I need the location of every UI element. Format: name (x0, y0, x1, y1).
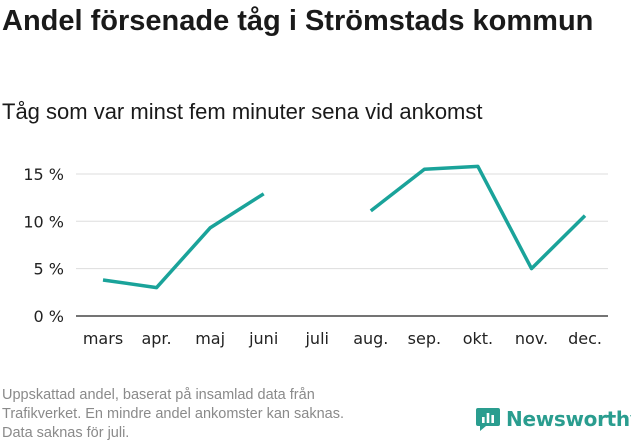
x-tick-label: okt. (463, 329, 493, 348)
x-axis-ticks: mars apr. maj juni juli aug. sep. okt. nov. dec. (83, 329, 602, 348)
x-tick-label: aug. (353, 329, 388, 348)
series-line-segment (102, 192, 265, 290)
x-tick-label: mars (83, 329, 123, 348)
newsworthy-logo-text: Newsworthy (506, 407, 631, 431)
x-tick-label: nov. (515, 329, 548, 348)
chart-title: Andel försenade tåg i Strömstads kommun (2, 5, 594, 37)
x-tick-label: maj (195, 329, 225, 348)
footnote-line: Uppskattad andel, baserat på insamlad da… (2, 387, 315, 403)
line-chart: 0 % 5 % 10 % 15 % mars apr. maj juni juli aug. se… (23, 164, 608, 348)
x-tick-label: juli (304, 329, 328, 348)
y-axis-ticks: 0 % 5 % 10 % 15 % (23, 165, 64, 326)
grid-lines (76, 173, 608, 317)
y-tick-label: 10 % (23, 212, 64, 231)
y-tick-label: 0 % (34, 307, 64, 326)
chart-subtitle: Tåg som var minst fem minuter sena vid a… (2, 99, 483, 124)
newsworthy-logo[interactable]: Newsworthy (476, 406, 631, 432)
footnote-line: Trafikverket. En mindre andel ankomster … (2, 406, 344, 422)
x-tick-label: juni (248, 329, 278, 348)
y-tick-label: 5 % (34, 260, 64, 279)
x-tick-label: dec. (568, 329, 602, 348)
series-line-segment (369, 164, 587, 271)
y-tick-label: 15 % (23, 165, 64, 184)
x-tick-label: apr. (141, 329, 171, 348)
newsworthy-logo-icon (476, 408, 500, 431)
x-tick-label: sep. (408, 329, 441, 348)
footnote-line: Data saknas för juli. (2, 425, 130, 441)
data-series (102, 164, 587, 290)
footnote: Uppskattad andel, baserat på insamlad da… (2, 386, 442, 443)
